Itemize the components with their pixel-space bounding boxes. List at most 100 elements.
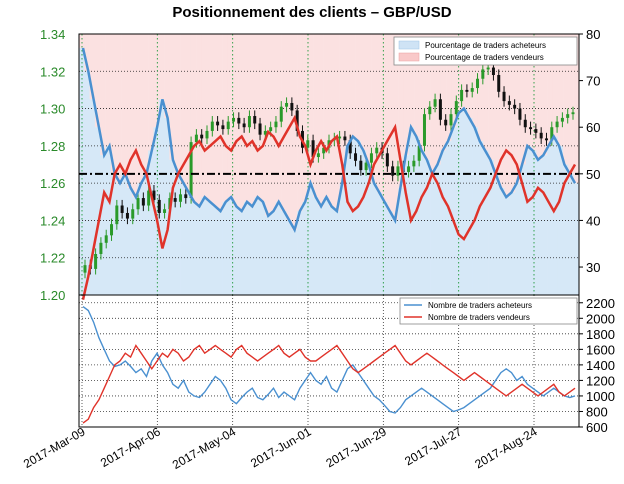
buyers-shade-column bbox=[126, 187, 133, 295]
candle-body bbox=[99, 242, 103, 254]
candle-body bbox=[513, 104, 517, 109]
sellers-shade-column bbox=[79, 34, 85, 48]
buyers-shade-column bbox=[265, 215, 271, 295]
candle-body bbox=[338, 136, 342, 139]
candle-body bbox=[173, 198, 177, 202]
candle-body bbox=[120, 205, 124, 213]
buyers-shade-column bbox=[440, 150, 447, 295]
sellers-shade-column bbox=[536, 34, 543, 160]
candle-body bbox=[263, 130, 267, 135]
candle-body bbox=[295, 110, 299, 131]
sellers-shade-column bbox=[419, 34, 426, 151]
candle-body bbox=[555, 121, 559, 128]
sellers-shade-column bbox=[339, 34, 346, 184]
candle-body bbox=[258, 123, 262, 135]
sellers-shade-column bbox=[100, 34, 106, 156]
buyers-shade-column bbox=[467, 117, 473, 296]
percentage-axis-ticks: 30 40 50 60 70 80 bbox=[579, 27, 600, 275]
sellers-shade-column bbox=[265, 34, 271, 216]
candle-body bbox=[136, 198, 140, 210]
date-tick-label: 2017-Apr-06 bbox=[98, 424, 163, 470]
buyers-shade-column bbox=[164, 117, 170, 296]
buyers-shade-column bbox=[520, 164, 527, 295]
sellers-shade-column bbox=[376, 34, 383, 193]
price-axis-ticks: 1.20 1.22 1.24 1.26 1.28 1.30 1.32 1.34 bbox=[40, 27, 65, 303]
sellers-shade-column bbox=[552, 34, 559, 137]
buyers-shade-column bbox=[350, 136, 356, 295]
sellers-shade-column bbox=[105, 34, 112, 146]
buyers-shade-column bbox=[504, 197, 511, 295]
sellers-shade-column bbox=[504, 34, 511, 198]
buyers-shade-column bbox=[323, 197, 330, 295]
candle-body bbox=[285, 102, 289, 107]
candle-body bbox=[449, 114, 453, 126]
buyers-shade-column bbox=[398, 187, 404, 295]
sellers-shade-column bbox=[313, 34, 319, 198]
sellers-shade-column bbox=[541, 34, 548, 156]
candle-body bbox=[104, 235, 108, 243]
buyers-shade-column bbox=[366, 164, 372, 295]
buyers-shade-column bbox=[94, 127, 101, 295]
sellers-shade-column bbox=[211, 34, 218, 207]
sellers-shade-column bbox=[126, 34, 133, 188]
candle-body bbox=[232, 117, 236, 122]
sellers-shade-column bbox=[382, 34, 388, 202]
sellers-shade-column bbox=[243, 34, 250, 202]
candle-body bbox=[110, 224, 114, 236]
sellers-shade-column bbox=[238, 34, 245, 212]
buyers-shade-column bbox=[536, 159, 543, 295]
sellers-shade-column bbox=[509, 34, 516, 193]
sellers-shade-column bbox=[573, 34, 580, 184]
candle-body bbox=[550, 127, 554, 141]
candle-body bbox=[481, 69, 485, 79]
buyers-shade-column bbox=[446, 141, 452, 295]
price-tick-label: 1.30 bbox=[40, 102, 65, 117]
candle-body bbox=[544, 138, 548, 141]
buyers-shade-column bbox=[291, 229, 298, 295]
candle-body bbox=[438, 99, 442, 120]
buyers-shade-column bbox=[541, 155, 548, 295]
sellers-shade-column bbox=[249, 34, 255, 207]
buyers-shade-column bbox=[451, 127, 457, 295]
percentage-tick-label: 70 bbox=[586, 74, 600, 89]
candle-body bbox=[83, 265, 87, 273]
candle-body bbox=[253, 116, 257, 124]
candle-body bbox=[369, 153, 373, 163]
candle-body bbox=[396, 166, 400, 176]
candle-body bbox=[364, 162, 368, 171]
buyers-shade-column bbox=[552, 136, 559, 295]
sellers-shade-column bbox=[89, 34, 96, 100]
sellers-shade-column bbox=[110, 34, 117, 174]
sellers-shade-column bbox=[217, 34, 223, 212]
buyers-shade-column bbox=[424, 159, 431, 295]
sellers-shade-column bbox=[190, 34, 197, 202]
sellers-percentage-line bbox=[81, 114, 577, 300]
sellers-shade-column bbox=[259, 34, 266, 202]
buyers-shade-column bbox=[307, 183, 314, 295]
sellers-shade-column bbox=[329, 34, 335, 207]
percentage-tick-label: 30 bbox=[586, 260, 600, 275]
sellers-shade-column bbox=[121, 34, 128, 174]
count-tick-label: 600 bbox=[586, 420, 608, 435]
candle-body bbox=[375, 147, 379, 154]
candle-body bbox=[518, 108, 522, 120]
buyers-shade-column bbox=[142, 173, 149, 295]
buyers-shade-column bbox=[557, 145, 564, 295]
buyers-shade-column bbox=[371, 183, 378, 295]
price-tick-label: 1.20 bbox=[40, 288, 65, 303]
buyers-shade-column bbox=[275, 201, 282, 295]
buyers-shade-column bbox=[84, 71, 90, 296]
candle-body bbox=[460, 89, 464, 102]
top-legend: Pourcentage de traders acheteurs Pourcen… bbox=[393, 36, 578, 66]
candle-body bbox=[125, 212, 129, 219]
sellers-shade-column bbox=[371, 34, 378, 184]
candle-body bbox=[486, 67, 490, 70]
candle-body bbox=[523, 119, 527, 128]
count-tick-label: 1200 bbox=[586, 373, 615, 388]
bottom-panel-frame bbox=[78, 294, 580, 428]
candle-body bbox=[152, 190, 156, 200]
buyers-shade-column bbox=[206, 201, 213, 295]
buyers-shade-column bbox=[180, 183, 186, 295]
